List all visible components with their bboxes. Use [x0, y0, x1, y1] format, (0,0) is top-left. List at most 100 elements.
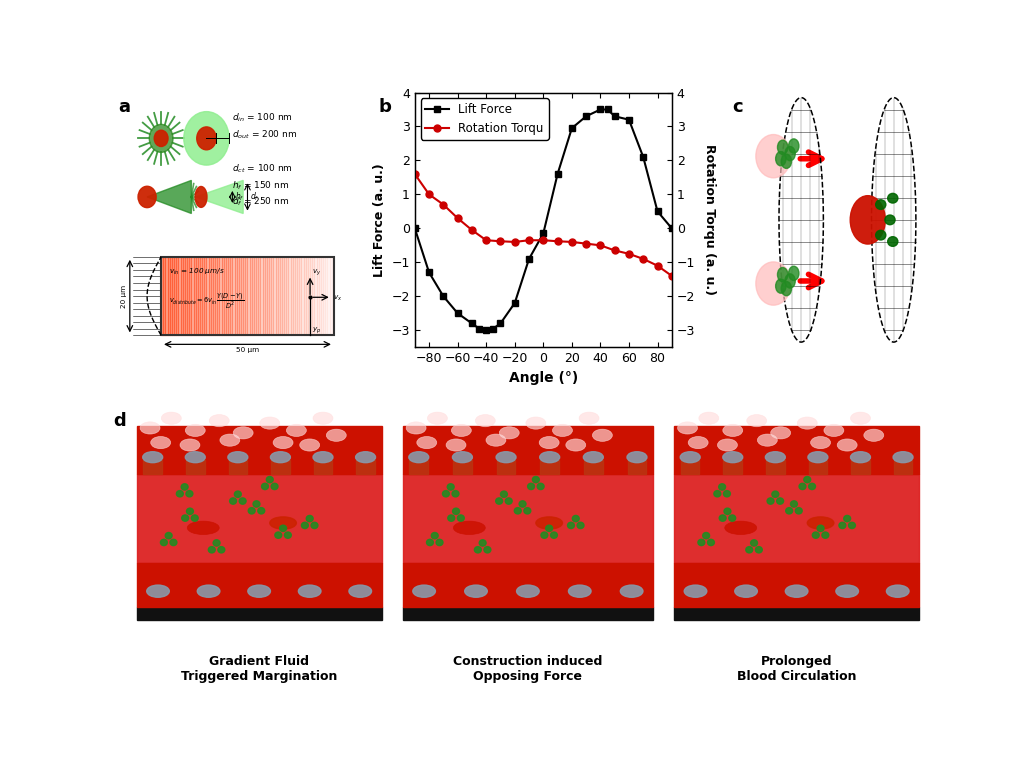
Legend: Lift Force, Rotation Torqu: Lift Force, Rotation Torqu	[420, 99, 549, 140]
Circle shape	[170, 539, 177, 546]
Circle shape	[230, 498, 237, 504]
Lift Force	[537, 229, 549, 238]
Lift Force	[409, 224, 421, 233]
Lift Force	[487, 324, 500, 333]
Circle shape	[524, 507, 530, 514]
Ellipse shape	[885, 215, 895, 224]
Circle shape	[186, 490, 193, 497]
Ellipse shape	[893, 452, 913, 463]
Bar	[314, 460, 333, 474]
Bar	[271, 460, 289, 474]
Ellipse shape	[475, 415, 495, 426]
Lift Force	[580, 112, 592, 121]
Lift Force	[494, 318, 507, 328]
Ellipse shape	[146, 585, 169, 598]
Lift Force	[651, 207, 663, 216]
Ellipse shape	[427, 412, 447, 424]
Text: d: d	[112, 412, 126, 429]
Ellipse shape	[228, 452, 248, 463]
Lift Force	[437, 291, 449, 301]
Circle shape	[479, 540, 486, 546]
Rotation Torqu	[509, 237, 521, 247]
Bar	[403, 474, 653, 563]
Ellipse shape	[688, 436, 709, 449]
Circle shape	[714, 490, 721, 497]
Y-axis label: Rotation Torqu (a. u.): Rotation Torqu (a. u.)	[702, 144, 716, 295]
Text: $d_{in}$ = 100 nm: $d_{in}$ = 100 nm	[233, 112, 294, 124]
Lift Force	[623, 115, 636, 124]
Ellipse shape	[185, 424, 205, 436]
Bar	[410, 460, 428, 474]
Ellipse shape	[579, 412, 599, 424]
Circle shape	[271, 483, 278, 490]
Ellipse shape	[313, 412, 333, 424]
Rotation Torqu	[609, 246, 621, 255]
Lift Force	[594, 105, 607, 114]
Circle shape	[844, 516, 851, 522]
Circle shape	[258, 507, 265, 514]
Ellipse shape	[723, 452, 743, 463]
Ellipse shape	[723, 424, 743, 436]
Circle shape	[778, 140, 788, 154]
Ellipse shape	[851, 452, 870, 463]
Rotation Torqu	[651, 261, 663, 271]
Circle shape	[514, 507, 521, 514]
Circle shape	[475, 547, 481, 553]
Ellipse shape	[185, 452, 205, 463]
Ellipse shape	[150, 436, 171, 449]
Circle shape	[275, 532, 282, 538]
Circle shape	[457, 515, 465, 521]
Lift Force	[551, 170, 563, 179]
Circle shape	[239, 498, 246, 504]
Ellipse shape	[349, 585, 372, 598]
Circle shape	[302, 522, 308, 529]
Bar	[675, 426, 919, 474]
Circle shape	[790, 501, 797, 507]
Ellipse shape	[678, 422, 697, 434]
Ellipse shape	[565, 439, 586, 451]
Circle shape	[849, 522, 856, 529]
Line: Lift Force: Lift Force	[411, 106, 676, 334]
Circle shape	[501, 491, 508, 497]
Rotation Torqu	[409, 170, 421, 179]
Bar	[137, 426, 381, 474]
Rotation Torqu	[480, 236, 492, 245]
Circle shape	[181, 515, 188, 521]
Rotation Torqu	[594, 241, 607, 250]
Bar	[143, 460, 162, 474]
Ellipse shape	[864, 429, 884, 441]
Bar	[675, 563, 919, 607]
Ellipse shape	[452, 452, 473, 463]
Ellipse shape	[684, 585, 707, 598]
Ellipse shape	[496, 452, 516, 463]
Bar	[809, 460, 827, 474]
Bar	[453, 460, 472, 474]
Ellipse shape	[270, 517, 297, 529]
Ellipse shape	[808, 452, 828, 463]
Rotation Torqu	[551, 237, 563, 246]
Circle shape	[186, 508, 194, 514]
Ellipse shape	[273, 436, 294, 449]
Circle shape	[527, 483, 535, 490]
X-axis label: Angle (°): Angle (°)	[509, 371, 578, 385]
Lift Force	[523, 254, 536, 264]
Ellipse shape	[887, 585, 909, 598]
Bar	[137, 607, 381, 621]
Ellipse shape	[851, 412, 870, 424]
Ellipse shape	[198, 585, 219, 598]
Circle shape	[235, 491, 241, 497]
Ellipse shape	[876, 200, 886, 210]
Circle shape	[213, 540, 220, 546]
Circle shape	[755, 547, 762, 553]
Ellipse shape	[313, 452, 333, 463]
Circle shape	[436, 539, 443, 546]
Ellipse shape	[327, 429, 346, 441]
Circle shape	[533, 476, 540, 483]
Ellipse shape	[500, 426, 519, 439]
Ellipse shape	[233, 426, 253, 439]
Bar	[723, 460, 742, 474]
Rotation Torqu	[565, 237, 578, 247]
Ellipse shape	[517, 585, 539, 598]
Bar	[137, 563, 381, 607]
Circle shape	[448, 515, 454, 521]
